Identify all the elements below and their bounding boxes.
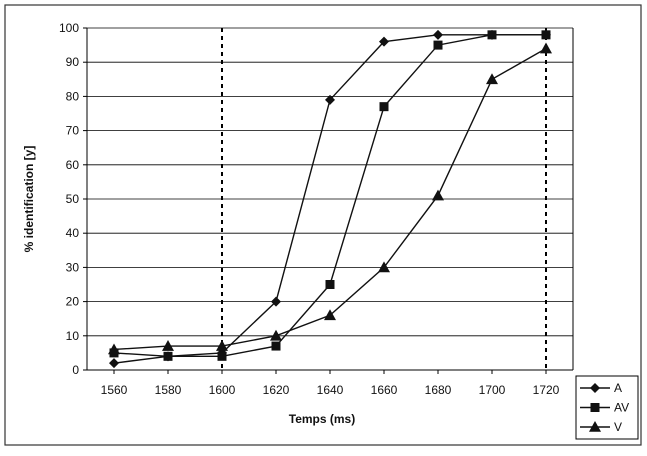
- data-point-av: [379, 102, 389, 112]
- y-tick-label: 100: [59, 21, 79, 35]
- chart-frame: [4, 4, 642, 446]
- legend-label-av: AV: [614, 401, 629, 415]
- legend-marker-v: [589, 421, 601, 432]
- x-tick-label: 1680: [425, 383, 452, 397]
- data-point-av: [487, 30, 497, 40]
- data-point-a: [325, 94, 335, 105]
- legend-label-a: A: [614, 381, 622, 395]
- x-tick-label: 1560: [101, 383, 128, 397]
- data-point-a: [379, 36, 389, 47]
- data-point-av: [271, 341, 281, 351]
- data-point-v: [216, 340, 228, 351]
- data-point-a: [109, 358, 119, 369]
- data-point-v: [270, 329, 282, 341]
- data-point-av: [325, 280, 335, 289]
- data-point-v: [486, 73, 498, 85]
- y-axis-title: % identification [y]: [22, 146, 36, 253]
- x-axis-title: Temps (ms): [289, 412, 355, 426]
- y-tick-label: 80: [66, 89, 80, 103]
- y-tick-label: 70: [66, 124, 80, 138]
- x-tick-label: 1700: [479, 383, 506, 397]
- data-point-v: [108, 343, 120, 355]
- x-tick-label: 1580: [155, 383, 182, 397]
- x-tick-label: 1640: [317, 383, 344, 397]
- plot-layer: [108, 28, 552, 370]
- data-point-v: [324, 309, 336, 321]
- legend-marker-av: [590, 403, 600, 412]
- y-tick-label: 50: [66, 192, 80, 206]
- legend: A AV V: [575, 375, 639, 440]
- y-tick-label: 10: [66, 329, 80, 343]
- x-tick-label: 1600: [209, 383, 236, 397]
- axes-layer: 0 10 20 30 40 50 60 70 80 90 100 1560 1580 1600 1620 16…: [59, 21, 574, 397]
- data-point-v: [162, 340, 174, 351]
- data-point-av: [163, 351, 173, 361]
- legend-marker-a: [590, 383, 600, 393]
- data-point-av: [433, 40, 443, 50]
- data-point-v: [378, 261, 390, 273]
- data-point-av: [541, 30, 551, 40]
- data-point-a: [271, 296, 281, 307]
- data-point-av: [217, 351, 227, 361]
- y-tick-label: 30: [66, 260, 80, 274]
- data-point-v: [540, 42, 552, 54]
- y-tick-label: 90: [66, 55, 80, 69]
- x-tick-label: 1720: [533, 383, 560, 397]
- data-point-v: [432, 189, 444, 201]
- x-tick-label: 1620: [263, 383, 290, 397]
- y-tick-label: 60: [66, 158, 80, 172]
- y-tick-label: 0: [72, 363, 79, 377]
- y-tick-label: 40: [66, 226, 80, 240]
- legend-label-v: V: [614, 420, 622, 434]
- x-tick-label: 1660: [371, 383, 398, 397]
- y-tick-label: 20: [66, 295, 80, 309]
- data-point-a: [433, 29, 443, 40]
